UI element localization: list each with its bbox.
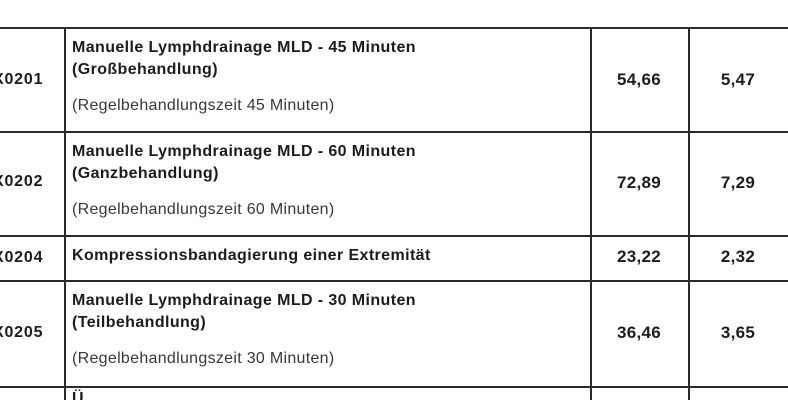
table-col-divider-price: [590, 27, 592, 400]
service-name-partial: Ü: [72, 390, 84, 400]
price-cell: 54,66: [616, 70, 662, 89]
table-row-divider-3: [0, 280, 788, 282]
copay-cell: 3,65: [720, 323, 756, 342]
copay-cell: 2,32: [720, 247, 756, 266]
price-cell: 23,22: [616, 247, 662, 266]
service-note: (Regelbehandlungszeit 30 Minuten): [72, 350, 335, 367]
table-row-divider-1: [0, 131, 788, 133]
service-cell: Manuelle Lymphdrainage MLD - 30 Minuten …: [72, 290, 577, 334]
partial-next-row: Ü: [72, 388, 577, 400]
service-qualifier: (Großbehandlung): [72, 61, 218, 78]
copay-cell: 5,47: [720, 70, 756, 89]
service-qualifier: (Teilbehandlung): [72, 314, 207, 331]
copay-cell: 7,29: [720, 173, 756, 192]
service-cell: Manuelle Lymphdrainage MLD - 45 Minuten …: [72, 37, 577, 81]
table-col-divider-copay: [688, 27, 690, 400]
price-cell: 72,89: [616, 173, 662, 192]
service-name: Manuelle Lymphdrainage MLD - 60 Minuten: [72, 143, 416, 160]
table-col-divider-code: [64, 27, 66, 400]
service-name: Manuelle Lymphdrainage MLD - 30 Minuten: [72, 292, 416, 309]
service-cell: Manuelle Lymphdrainage MLD - 60 Minuten …: [72, 141, 577, 185]
service-qualifier: (Ganzbehandlung): [72, 165, 219, 182]
code-cell: X0201: [0, 71, 44, 88]
service-note: (Regelbehandlungszeit 45 Minuten): [72, 97, 335, 114]
code-cell: X0204: [0, 249, 44, 266]
price-cell: 36,46: [616, 323, 662, 342]
service-note: (Regelbehandlungszeit 60 Minuten): [72, 201, 335, 218]
table-row-divider-2: [0, 235, 788, 237]
table-row-divider-4: [0, 386, 788, 388]
service-name: Manuelle Lymphdrainage MLD - 45 Minuten: [72, 39, 416, 56]
service-name: Kompressionsbandagierung einer Extremitä…: [72, 247, 431, 264]
table-top-border: [0, 27, 788, 29]
service-cell: Kompressionsbandagierung einer Extremitä…: [72, 245, 577, 267]
code-cell: X0202: [0, 173, 44, 190]
code-cell: X0205: [0, 324, 44, 341]
